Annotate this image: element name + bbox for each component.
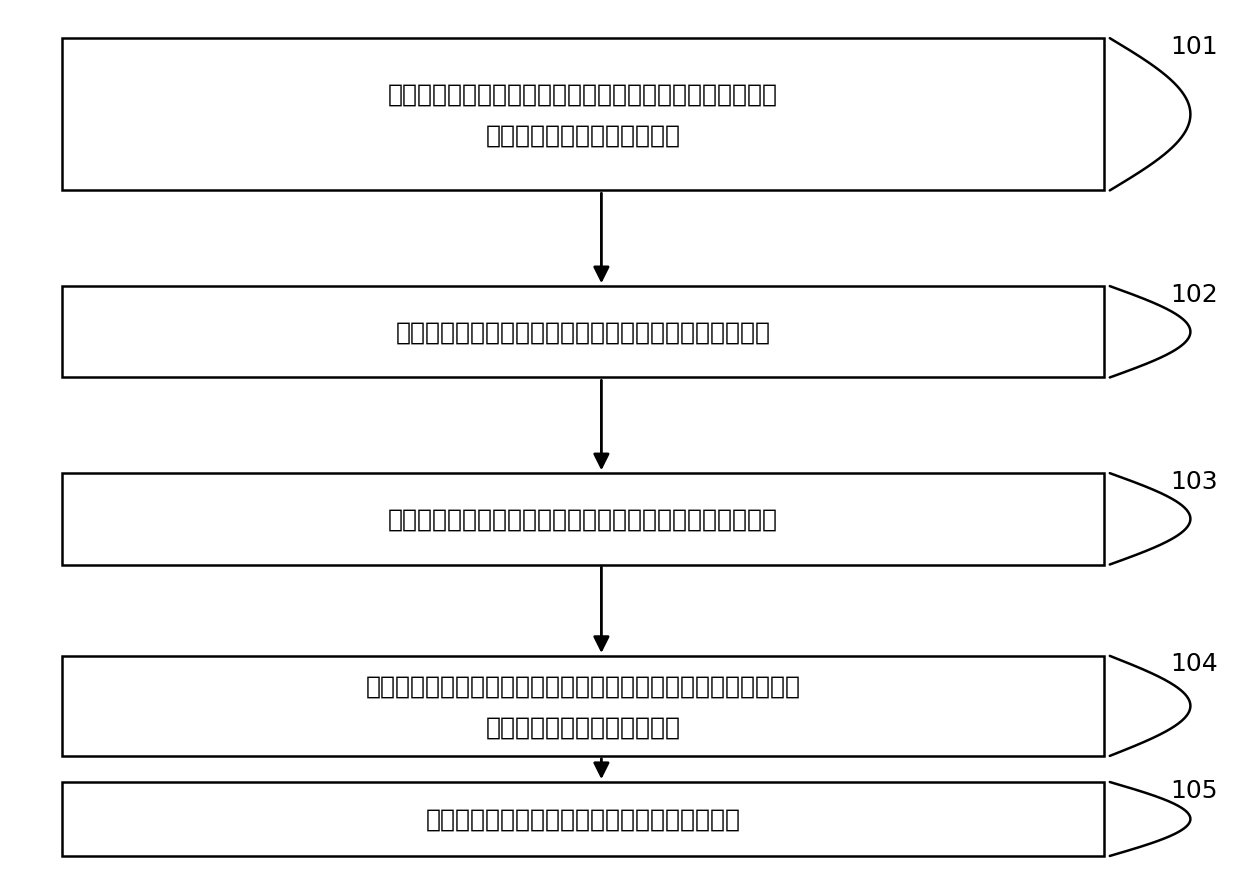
Text: 105: 105 <box>1171 778 1218 802</box>
FancyBboxPatch shape <box>62 39 1104 191</box>
FancyBboxPatch shape <box>62 287 1104 378</box>
Text: 101: 101 <box>1171 35 1218 59</box>
FancyBboxPatch shape <box>62 782 1104 856</box>
Text: 混合原料在叠合反应器中进行叠合反应，得到第一反应产物: 混合原料在叠合反应器中进行叠合反应，得到第一反应产物 <box>388 507 777 531</box>
Text: 104: 104 <box>1171 652 1218 676</box>
Text: 原料与脱除剂在预处理装置混合后脱除原料中的金属阳离子
和碱性化合物，得到第一原料: 原料与脱除剂在预处理装置混合后脱除原料中的金属阳离子 和碱性化合物，得到第一原料 <box>388 83 777 148</box>
FancyBboxPatch shape <box>62 656 1104 756</box>
FancyBboxPatch shape <box>62 474 1104 565</box>
Text: 102: 102 <box>1171 282 1218 307</box>
Text: 第一原料与添加物在混合装置中进行混合，得到混合原料: 第一原料与添加物在混合装置中进行混合，得到混合原料 <box>396 321 770 344</box>
Text: 103: 103 <box>1171 469 1218 494</box>
Text: 第一反应产物在催化蒸馏装置中进行催化分离与进一步叠合，得到
第二反应产物与未反应的原料: 第一反应产物在催化蒸馏装置中进行催化分离与进一步叠合，得到 第二反应产物与未反应… <box>366 673 800 739</box>
Text: 第二反应产物在蒸馏装置中蒸馏，得到叠合产物: 第二反应产物在蒸馏装置中蒸馏，得到叠合产物 <box>425 807 740 831</box>
